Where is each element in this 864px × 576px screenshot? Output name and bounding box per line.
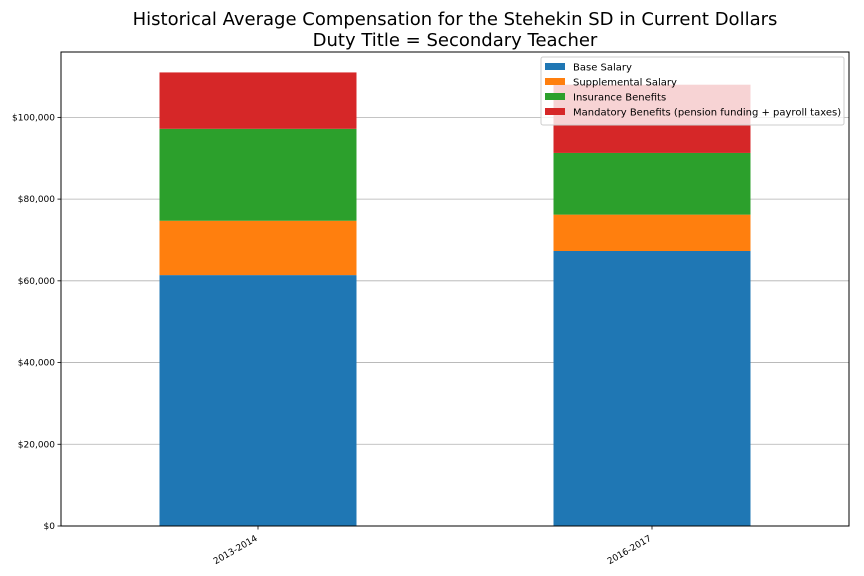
legend-swatch <box>545 78 565 85</box>
y-tick-label: $20,000 <box>18 440 55 450</box>
y-tick-label: $0 <box>44 522 56 532</box>
bar-segment <box>553 152 751 215</box>
y-tick-label: $80,000 <box>18 195 55 205</box>
bar-segment <box>159 72 357 129</box>
legend-label: Supplemental Salary <box>573 78 677 89</box>
legend-swatch <box>545 63 565 70</box>
bar-segment <box>159 275 357 526</box>
y-tick-label: $100,000 <box>12 113 55 123</box>
legend-swatch <box>545 93 565 100</box>
x-tick-label: 2013-2014 <box>212 534 260 567</box>
legend-label: Mandatory Benefits (pension funding + pa… <box>573 108 841 119</box>
legend-swatch <box>545 108 565 115</box>
chart-subtitle: Duty Title = Secondary Teacher <box>313 30 598 51</box>
bar-segment <box>553 250 751 526</box>
bars <box>159 72 751 526</box>
x-tick-label: 2016-2017 <box>606 534 653 567</box>
y-tick-label: $60,000 <box>18 277 55 287</box>
bar-segment <box>159 220 357 276</box>
legend-box <box>540 56 845 126</box>
x-axis: 2013-2014 2016-2017 <box>212 526 654 567</box>
y-tick-label: $40,000 <box>18 359 55 369</box>
legend: Base Salary Supplemental Salary Insurance … <box>540 56 845 126</box>
legend-label: Insurance Benefits <box>573 93 666 104</box>
legend-label: Base Salary <box>573 63 632 74</box>
plot-area-frame <box>60 51 850 527</box>
bar-segment <box>159 128 357 221</box>
chart-title: Historical Average Compensation for the … <box>133 9 778 30</box>
y-axis: $0 $20,000 $40,000 $60,000 $80,000 $100,000 <box>12 113 61 532</box>
bar-segment <box>553 214 751 251</box>
